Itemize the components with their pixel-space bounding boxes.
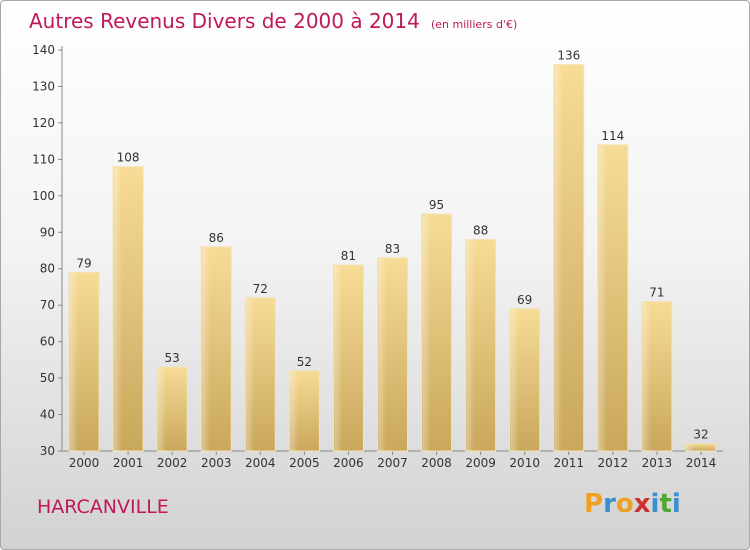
x-tick-label: 2004	[245, 456, 276, 470]
y-tick-label: 30	[40, 444, 55, 458]
x-tick-label: 2010	[509, 456, 540, 470]
x-tick-label: 2012	[598, 456, 629, 470]
y-tick-label: 60	[40, 335, 55, 349]
x-tick-label: 2014	[686, 456, 717, 470]
y-tick-label: 100	[32, 189, 55, 203]
logo-letter: P	[584, 489, 604, 519]
x-tick-label: 2002	[157, 456, 188, 470]
bar-highlight	[290, 371, 299, 451]
data-label: 88	[473, 224, 488, 238]
bar-highlight	[422, 215, 431, 451]
data-label: 79	[76, 256, 91, 270]
bars-layer	[68, 64, 717, 452]
bar-highlight	[554, 65, 563, 451]
axis-layer: 30 40 50 60 70 80 90 100 110 120 130 140	[32, 43, 723, 458]
logo-letter: o	[615, 489, 634, 519]
chart-title: Autres Revenus Divers de 2000 à 2014	[29, 9, 420, 33]
data-label: 71	[649, 286, 664, 300]
data-label: 81	[341, 249, 356, 263]
y-tick-label: 140	[32, 43, 55, 57]
data-label: 53	[165, 351, 180, 365]
bar-highlight	[510, 309, 519, 451]
data-label: 69	[517, 293, 532, 307]
y-tick-label: 90	[40, 225, 55, 239]
data-label: 86	[209, 231, 224, 245]
data-label: 83	[385, 242, 400, 256]
bar-highlight	[158, 368, 167, 451]
commune-name: HARCANVILLE	[37, 496, 169, 518]
bar-highlight	[378, 258, 387, 451]
x-tick-label: 2006	[333, 456, 364, 470]
bar-highlight	[246, 298, 255, 451]
bar-highlight	[114, 167, 123, 451]
data-label: 95	[429, 198, 444, 212]
bar-highlight	[686, 444, 695, 451]
bar-highlight	[642, 302, 651, 451]
data-label: 108	[117, 151, 140, 165]
x-tick-label: 2001	[113, 456, 144, 470]
x-tick-label: 2009	[465, 456, 496, 470]
data-label: 136	[557, 49, 580, 63]
y-tick-label: 40	[40, 408, 55, 422]
x-tick-label: 2003	[201, 456, 232, 470]
y-tick-label: 130	[32, 79, 55, 93]
bar-highlight	[466, 240, 475, 451]
bar-highlight	[70, 273, 79, 451]
x-tick-label: 2000	[69, 456, 100, 470]
data-label: 114	[601, 129, 624, 143]
logo-letter: x	[633, 489, 651, 519]
logo-letter: t	[659, 489, 672, 519]
y-tick-label: 70	[40, 298, 55, 312]
y-tick-label: 50	[40, 371, 55, 385]
x-tick-label: 2011	[553, 456, 584, 470]
labels-layer: 2000 79 2001 108 2002 53 2003 86 2004 72 2005 52 200…	[69, 49, 716, 470]
x-tick-label: 2013	[642, 456, 673, 470]
y-tick-label: 120	[32, 116, 55, 130]
logo-letter: r	[603, 489, 616, 519]
data-label: 72	[253, 282, 268, 296]
x-tick-label: 2008	[421, 456, 452, 470]
bar-highlight	[334, 266, 343, 451]
bar-highlight	[202, 247, 211, 451]
logo-letter: i	[650, 489, 660, 519]
data-label: 32	[693, 428, 708, 442]
y-tick-label: 80	[40, 262, 55, 276]
bar	[685, 443, 717, 452]
logo-letter: i	[671, 489, 681, 519]
proxiti-logo: Proxiti	[584, 489, 681, 519]
y-tick-label: 110	[32, 152, 55, 166]
chart-subtitle: (en milliers d'€)	[430, 18, 518, 31]
data-label: 52	[297, 355, 312, 369]
bar-highlight	[598, 145, 607, 452]
title-row: Autres Revenus Divers de 2000 à 2014 (en…	[29, 9, 517, 33]
x-tick-label: 2005	[289, 456, 320, 470]
x-tick-label: 2007	[377, 456, 408, 470]
